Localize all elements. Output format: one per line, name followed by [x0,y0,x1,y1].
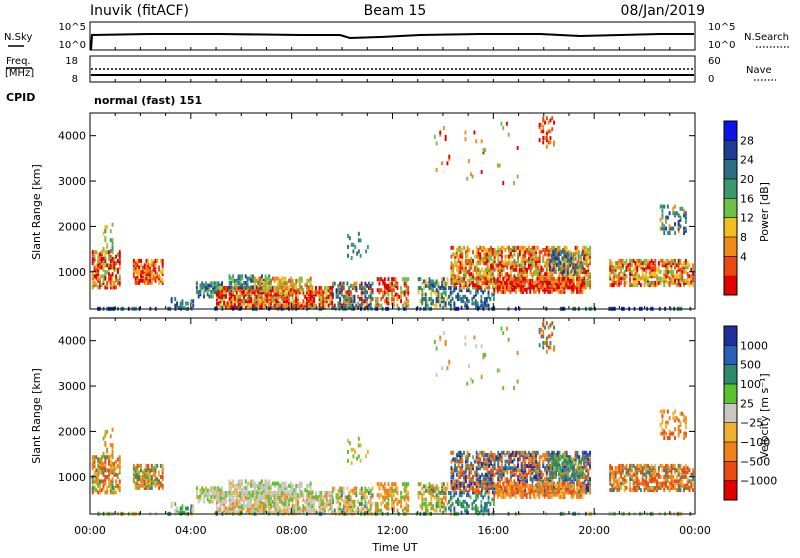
nsky-panel: N.Sky 10^5 10^0 10^5 10^0 N.Search [4,22,790,51]
cpid-label: CPID [6,91,35,104]
colorbar-segment [724,160,737,180]
y-tick-label: 2000 [58,220,86,233]
colorbar-segment [724,461,737,481]
colorbar-segment [724,276,737,296]
colorbar-segment [724,403,737,423]
colorbar-tick-label: 500 [740,359,761,372]
x-tick-label: 20:00 [578,524,610,537]
x-tick-label: 00:00 [74,524,106,537]
y-tick-label: 4000 [58,335,86,348]
colorbar-tick-label: 4 [740,250,747,263]
colorbar-tick-label: 16 [740,192,754,205]
power-panel: 4000 3000 2000 1000 Slant Range [km] [30,113,695,311]
x-axis-label: Time UT [371,541,417,554]
y-tick-label: 3000 [58,380,86,393]
colorbar-segment [724,237,737,257]
colorbar-segment [724,481,737,501]
colorbar-segment [724,256,737,276]
freq-panel: Freq. [MHz] 18 8 60 0 Nave [5,56,776,85]
nave-tick-top: 60 [708,56,721,67]
nsky-label: N.Sky [4,32,32,43]
colorbar-segment [724,326,737,346]
nsearch-tick-bottom: 10^0 [708,40,735,51]
colorbar-segment [724,198,737,218]
freq-tick-bottom: 8 [72,74,78,85]
x-tick-label: 04:00 [175,524,207,537]
colorbar-segment [724,442,737,462]
power-data [92,116,694,311]
colorbar-segment [724,218,737,238]
power-colorbar: 28 24 20 16 12 8 4 [724,121,754,296]
date-title: 08/Jan/2019 [621,3,705,19]
colorbar-segment [724,384,737,404]
colorbar-tick-label: 24 [740,154,754,167]
colorbar-tick-label: 8 [740,231,747,244]
colorbar-tick-label: 1000 [740,339,768,352]
nave-label: Nave [746,65,772,76]
y-tick-label: 1000 [58,471,86,484]
y-tick-label: 2000 [58,425,86,438]
colorbar-segment [724,365,737,385]
colorbar-tick-label: −1000 [740,475,777,488]
nsearch-tick-top: 10^5 [708,22,735,33]
y-tick-label: 1000 [58,266,86,279]
nsky-tick-top: 10^5 [59,22,86,33]
x-tick-label: 16:00 [477,524,509,537]
colorbar-tick-label: 20 [740,173,754,186]
freq-tick-top: 18 [65,56,78,67]
colorbar-segment [724,179,737,199]
freq-unit: [MHz] [5,68,34,79]
velocity-panel: 4000 3000 2000 1000 Slant Range [km] [30,318,695,516]
station-title: Inuvik (fitACF) [90,3,189,19]
beam-title: Beam 15 [364,3,427,19]
nsearch-label: N.Search [744,32,789,43]
cpid-value: normal (fast) 151 [94,94,202,107]
x-tick-label: 00:00 [679,524,711,537]
power-colorbar-label: Power [dB] [758,182,771,242]
power-ylabel: Slant Range [km] [30,164,43,260]
colorbar-segment [724,121,737,141]
x-tick-label: 12:00 [377,524,409,537]
colorbar-tick-label: 28 [740,134,754,147]
nave-tick-bottom: 0 [708,74,714,85]
y-tick-label: 3000 [58,175,86,188]
colorbar-segment [724,423,737,443]
x-tick-label: 08:00 [276,524,308,537]
velocity-colorbar-label: Velocity [m s⁻¹] [758,373,771,458]
velocity-data [92,321,694,516]
velocity-ylabel: Slant Range [km] [30,368,43,464]
nsky-tick-bottom: 10^0 [59,40,86,51]
freq-label: Freq. [6,56,31,67]
colorbar-tick-label: 25 [740,397,754,410]
colorbar-segment [724,345,737,365]
y-tick-label: 4000 [58,130,86,143]
colorbar-segment [724,140,737,160]
colorbar-tick-label: 12 [740,212,754,225]
